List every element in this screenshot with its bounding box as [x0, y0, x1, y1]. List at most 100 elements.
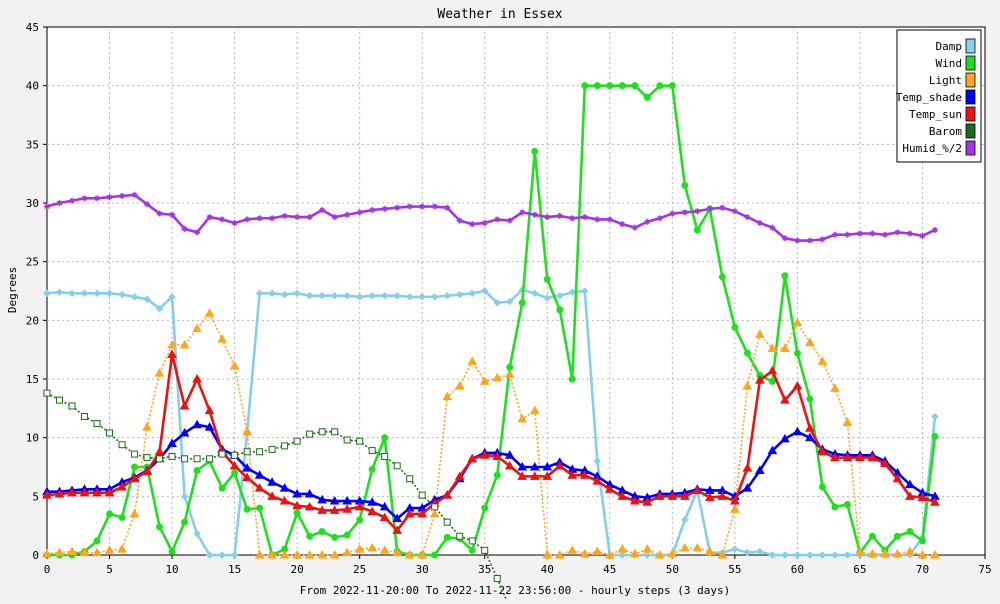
- x-tick-label: 50: [666, 563, 679, 576]
- data-point-wind: [93, 537, 101, 545]
- data-point-light: [404, 549, 415, 559]
- data-point-damp: [280, 290, 289, 299]
- data-point-barom: [143, 454, 151, 462]
- data-point-humid-2: [156, 210, 163, 217]
- series-line-temp-sun: [46, 353, 936, 532]
- data-point-temp-shade: [742, 483, 753, 492]
- data-point-humid-2: [506, 217, 513, 224]
- data-point-light: [104, 545, 115, 554]
- data-point-damp: [168, 293, 176, 301]
- data-point-wind: [918, 537, 926, 545]
- data-point-wind: [356, 516, 364, 524]
- axis-ticks: 0 5 10 15 20 25 30 35 40 45 0 5 10 15 20 25 30 35 40 45 50 55…: [26, 21, 992, 576]
- data-point-wind: [468, 546, 476, 554]
- data-point-barom: [456, 532, 464, 540]
- data-point-wind: [593, 82, 601, 90]
- y-tick-label: 30: [26, 197, 39, 210]
- data-point-damp: [418, 293, 426, 301]
- data-point-temp-sun: [892, 473, 903, 483]
- data-point-humid-2: [369, 207, 376, 214]
- x-tick-label: 70: [916, 563, 929, 576]
- legend: Damp Wind Light Temp_shade Temp_sun Barom Humi…: [896, 29, 982, 163]
- data-point-barom: [343, 436, 351, 444]
- data-point-humid-2: [169, 211, 176, 218]
- x-tick-label: 30: [416, 563, 429, 576]
- data-point-light: [567, 545, 578, 554]
- data-point-wind: [431, 551, 439, 559]
- x-tick-label: 75: [978, 563, 991, 576]
- data-point-temp-shade: [267, 477, 277, 486]
- data-point-temp-sun: [392, 525, 403, 534]
- data-point-wind: [131, 463, 139, 471]
- data-point-light: [142, 422, 152, 431]
- data-point-humid-2: [256, 215, 263, 222]
- legend-swatch: [965, 72, 976, 88]
- data-point-light: [367, 542, 378, 552]
- data-point-humid-2: [219, 216, 226, 223]
- chart-title: Weather in Essex: [437, 7, 562, 22]
- data-point-light: [67, 546, 77, 555]
- x-axis-label: From 2022-11-20:00 To 2022-11-22 23:56:0…: [300, 584, 730, 597]
- data-point-barom: [381, 452, 389, 460]
- x-tick-label: 40: [541, 563, 554, 576]
- data-point-wind: [781, 272, 789, 280]
- data-point-barom: [268, 445, 276, 453]
- data-point-damp: [781, 551, 789, 559]
- data-point-humid-2: [356, 209, 363, 216]
- data-point-wind: [168, 547, 176, 555]
- series-humid-2: [44, 191, 938, 244]
- series-layer: [42, 82, 940, 604]
- data-point-temp-shade: [317, 494, 328, 504]
- x-tick-label: 25: [353, 563, 366, 576]
- data-point-humid-2: [56, 200, 63, 206]
- data-point-wind: [606, 82, 614, 90]
- x-tick-label: 35: [478, 563, 491, 576]
- data-point-humid-2: [919, 232, 926, 239]
- data-point-barom: [331, 428, 339, 436]
- data-point-temp-sun: [930, 497, 940, 506]
- data-point-wind: [381, 434, 389, 442]
- data-point-humid-2: [781, 235, 788, 242]
- data-point-temp-sun: [467, 453, 478, 463]
- data-point-damp: [318, 291, 326, 300]
- y-tick-label: 5: [32, 490, 39, 503]
- data-point-wind: [618, 82, 626, 90]
- data-point-light: [629, 548, 640, 558]
- data-point-humid-2: [794, 237, 801, 244]
- data-point-light: [179, 339, 190, 349]
- data-point-damp: [806, 551, 814, 559]
- data-point-humid-2: [694, 208, 701, 215]
- data-point-light: [479, 376, 490, 385]
- data-point-barom: [218, 450, 226, 458]
- data-point-humid-2: [81, 195, 88, 202]
- data-point-humid-2: [444, 204, 451, 211]
- data-point-barom: [68, 402, 76, 410]
- data-point-damp: [368, 291, 376, 300]
- data-point-humid-2: [881, 231, 888, 238]
- data-point-temp-sun: [917, 492, 928, 502]
- data-point-humid-2: [344, 211, 351, 218]
- data-point-temp-sun: [667, 491, 678, 500]
- data-point-wind: [843, 501, 851, 509]
- series-light: [42, 308, 940, 559]
- data-point-light: [254, 549, 265, 559]
- data-point-humid-2: [394, 204, 401, 211]
- data-point-light: [592, 546, 603, 555]
- data-point-barom: [406, 475, 414, 483]
- data-point-humid-2: [281, 212, 288, 219]
- data-point-temp-sun: [479, 450, 490, 459]
- y-tick-label: 15: [26, 373, 39, 386]
- data-point-barom: [193, 455, 201, 463]
- data-point-light: [429, 508, 440, 518]
- data-point-temp-sun: [279, 496, 290, 505]
- x-tick-label: 55: [728, 563, 741, 576]
- data-point-wind: [306, 532, 314, 540]
- data-point-temp-sun: [117, 481, 127, 491]
- plot-area: [46, 26, 986, 556]
- data-point-light: [167, 339, 177, 349]
- data-point-damp: [118, 290, 126, 299]
- data-point-damp: [756, 547, 764, 556]
- data-point-wind: [368, 465, 376, 473]
- data-point-temp-sun: [792, 381, 803, 390]
- y-tick-label: 10: [26, 432, 39, 445]
